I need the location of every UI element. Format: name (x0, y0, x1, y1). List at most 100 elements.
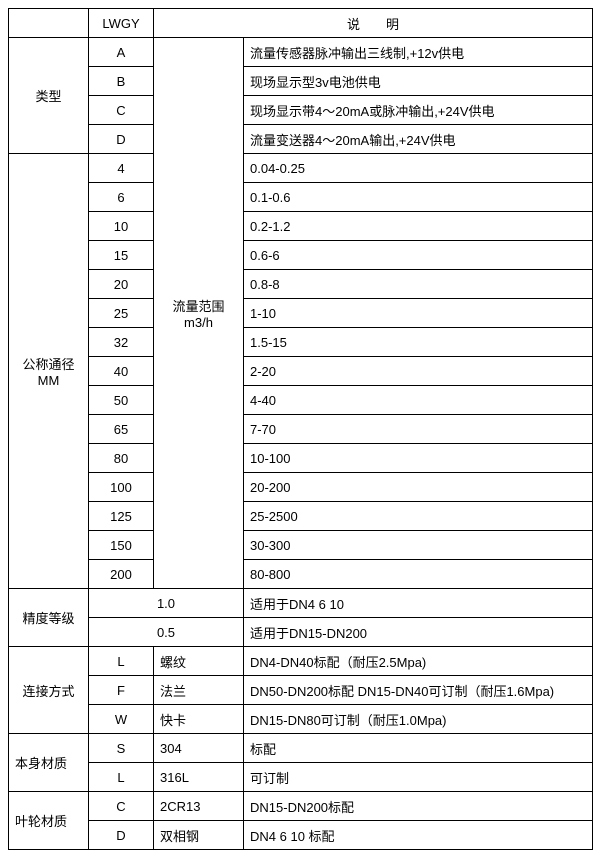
conn-code: W (89, 705, 154, 734)
conn-name: 快卡 (154, 705, 244, 734)
blank-cell (9, 9, 89, 38)
impeller-desc: DN15-DN200标配 (244, 792, 593, 821)
dn-range: 4-40 (244, 386, 593, 415)
dn-size: 25 (89, 299, 154, 328)
table-row: 本身材质 S 304 标配 (9, 734, 593, 763)
impeller-desc: DN4 6 10 标配 (244, 821, 593, 850)
dn-size: 150 (89, 531, 154, 560)
table-row: 100 20-200 (9, 473, 593, 502)
conn-code: L (89, 647, 154, 676)
body-code: L (89, 763, 154, 792)
dn-range: 20-200 (244, 473, 593, 502)
conn-name: 法兰 (154, 676, 244, 705)
header-desc: 说 明 (154, 9, 593, 38)
table-row: 150 30-300 (9, 531, 593, 560)
table-row: 125 25-2500 (9, 502, 593, 531)
dn-size: 4 (89, 154, 154, 183)
dn-range: 1-10 (244, 299, 593, 328)
dn-label-line2: MM (38, 373, 60, 388)
dn-range: 80-800 (244, 560, 593, 589)
dn-size: 40 (89, 357, 154, 386)
type-code: A (89, 38, 154, 67)
accuracy-label: 精度等级 (9, 589, 89, 647)
impeller-name: 双相钢 (154, 821, 244, 850)
body-name: 304 (154, 734, 244, 763)
range-label-line1: 流量范围 (172, 299, 224, 314)
table-row: C 现场显示带4～20mA或脉冲输出,+24V供电 (9, 96, 593, 125)
conn-desc: DN50-DN200标配 DN15-DN40可订制（耐压1.6Mpa) (244, 676, 593, 705)
body-desc: 可订制 (244, 763, 593, 792)
type-label: 类型 (9, 38, 89, 154)
table-row: 连接方式 L 螺纹 DN4-DN40标配（耐压2.5Mpa) (9, 647, 593, 676)
type-desc: 流量变送器4～20mA输出,+24V供电 (244, 125, 593, 154)
dn-size: 50 (89, 386, 154, 415)
table-row: 40 2-20 (9, 357, 593, 386)
dn-range: 1.5-15 (244, 328, 593, 357)
type-code: B (89, 67, 154, 96)
dn-range: 25-2500 (244, 502, 593, 531)
conn-code: F (89, 676, 154, 705)
table-row: 200.8-8 (9, 270, 593, 299)
accuracy-desc: 适用于DN15-DN200 (244, 618, 593, 647)
impeller-code: D (89, 821, 154, 850)
table-row: 25 1-10 (9, 299, 593, 328)
dn-size: 10 (89, 212, 154, 241)
dn-range: 30-300 (244, 531, 593, 560)
dn-label: 公称通径 MM (9, 154, 89, 589)
type-desc: 流量传感器脉冲输出三线制,+12v供电 (244, 38, 593, 67)
table-row: 80 10-100 (9, 444, 593, 473)
dn-size: 32 (89, 328, 154, 357)
table-row: 65 7-70 (9, 415, 593, 444)
dn-range: 7-70 (244, 415, 593, 444)
table-row: D 流量变送器4～20mA输出,+24V供电 (9, 125, 593, 154)
dn-size: 200 (89, 560, 154, 589)
table-row: B 现场显示型3v电池供电 (9, 67, 593, 96)
dn-size: 80 (89, 444, 154, 473)
table-row: D 双相钢 DN4 6 10 标配 (9, 821, 593, 850)
dn-size: 65 (89, 415, 154, 444)
type-desc: 现场显示型3v电池供电 (244, 67, 593, 96)
impeller-code: C (89, 792, 154, 821)
table-row: F 法兰 DN50-DN200标配 DN15-DN40可订制（耐压1.6Mpa) (9, 676, 593, 705)
dn-size: 15 (89, 241, 154, 270)
dn-range: 2-20 (244, 357, 593, 386)
dn-label-line1: 公称通径 (22, 357, 74, 372)
type-code: C (89, 96, 154, 125)
conn-desc: DN15-DN80可订制（耐压1.0Mpa) (244, 705, 593, 734)
table-row: 10 0.2-1.2 (9, 212, 593, 241)
conn-label: 连接方式 (9, 647, 89, 734)
table-row: 50 4-40 (9, 386, 593, 415)
conn-name: 螺纹 (154, 647, 244, 676)
body-label: 本身材质 (9, 734, 89, 792)
table-row: W 快卡 DN15-DN80可订制（耐压1.0Mpa) (9, 705, 593, 734)
accuracy-val: 1.0 (89, 589, 244, 618)
dn-range: 0.2-1.2 (244, 212, 593, 241)
range-label: 流量范围 m3/h (154, 38, 244, 589)
table-row: 60.1-0.6 (9, 183, 593, 212)
spec-table: LWGY 说 明 类型 A 流量范围 m3/h 流量传感器脉冲输出三线制,+12… (8, 8, 593, 850)
table-row: 类型 A 流量范围 m3/h 流量传感器脉冲输出三线制,+12v供电 (9, 38, 593, 67)
type-code: D (89, 125, 154, 154)
body-code: S (89, 734, 154, 763)
range-label-line2: m3/h (184, 315, 213, 330)
table-row: 200 80-800 (9, 560, 593, 589)
dn-range: 0.04-0.25 (244, 154, 593, 183)
table-row: 0.5 适用于DN15-DN200 (9, 618, 593, 647)
impeller-label: 叶轮材质 (9, 792, 89, 850)
header-lwgy: LWGY (89, 9, 154, 38)
dn-size: 6 (89, 183, 154, 212)
accuracy-desc: 适用于DN4 6 10 (244, 589, 593, 618)
table-row: 公称通径 MM 4 0.04-0.25 (9, 154, 593, 183)
type-desc: 现场显示带4～20mA或脉冲输出,+24V供电 (244, 96, 593, 125)
table-row: 精度等级 1.0 适用于DN4 6 10 (9, 589, 593, 618)
dn-size: 125 (89, 502, 154, 531)
dn-range: 10-100 (244, 444, 593, 473)
accuracy-val: 0.5 (89, 618, 244, 647)
dn-range: 0.8-8 (244, 270, 593, 299)
body-desc: 标配 (244, 734, 593, 763)
table-row: 叶轮材质 C 2CR13 DN15-DN200标配 (9, 792, 593, 821)
impeller-name: 2CR13 (154, 792, 244, 821)
table-row: 150.6-6 (9, 241, 593, 270)
table-row: L 316L 可订制 (9, 763, 593, 792)
dn-size: 100 (89, 473, 154, 502)
